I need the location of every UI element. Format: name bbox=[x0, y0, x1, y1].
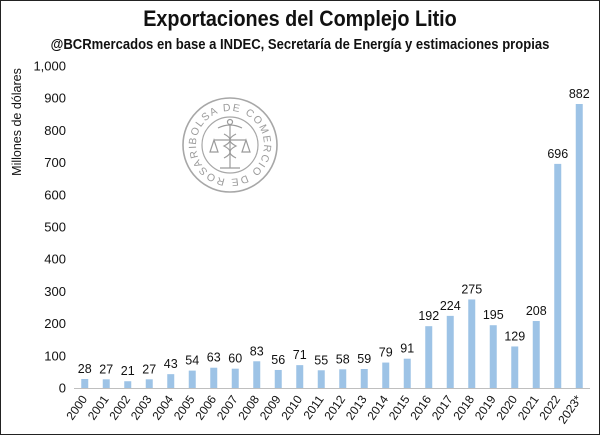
y-axis-ticks: 0 100 200 300 400 500 600 700 800 900 1,000 bbox=[33, 59, 66, 396]
bar bbox=[102, 379, 110, 388]
y-tick-label: 400 bbox=[44, 252, 66, 267]
x-tick-label: 2020 bbox=[493, 392, 520, 422]
value-label: 208 bbox=[526, 304, 547, 318]
bar bbox=[360, 369, 368, 388]
x-tick-label: 2021 bbox=[515, 392, 542, 422]
value-label: 882 bbox=[569, 87, 590, 101]
bar bbox=[124, 381, 132, 388]
value-labels: 28 27 21 27 43 54 63 60 83 56 71 55 58 59 79 91 19222427… bbox=[78, 87, 590, 378]
x-tick-label: 2013 bbox=[343, 392, 370, 422]
x-tick-label: 2012 bbox=[321, 392, 348, 422]
value-label: 224 bbox=[440, 299, 461, 313]
value-label: 28 bbox=[78, 362, 92, 376]
x-tick-label: 2009 bbox=[257, 392, 284, 422]
bar bbox=[81, 378, 89, 388]
x-tick-label: 2006 bbox=[192, 392, 219, 422]
value-label: 43 bbox=[164, 357, 178, 371]
bar bbox=[382, 362, 390, 388]
x-tick-label: 2001 bbox=[85, 392, 112, 422]
bars bbox=[81, 103, 583, 388]
y-tick-label: 500 bbox=[44, 220, 66, 235]
value-label: 275 bbox=[461, 282, 482, 296]
value-label: 60 bbox=[228, 352, 242, 366]
chart-title: Exportaciones del Complejo Litio bbox=[143, 6, 457, 31]
value-label: 83 bbox=[250, 344, 264, 358]
x-tick-label: 2017 bbox=[429, 392, 456, 422]
value-label: 129 bbox=[504, 329, 525, 343]
x-tick-label: 2016 bbox=[407, 392, 434, 422]
caduceus-scales-seal-icon bbox=[209, 118, 251, 169]
y-tick-label: 800 bbox=[44, 123, 66, 138]
x-tick-label: 2005 bbox=[171, 392, 198, 422]
y-tick-label: 600 bbox=[44, 187, 66, 202]
x-tick-label: 2023* bbox=[555, 392, 585, 426]
value-label: 55 bbox=[314, 353, 328, 367]
bar bbox=[145, 379, 153, 388]
bar bbox=[532, 321, 540, 388]
value-label: 56 bbox=[271, 353, 285, 367]
x-tick-label: 2010 bbox=[278, 392, 305, 422]
bar bbox=[253, 361, 261, 388]
x-tick-label: 2007 bbox=[214, 392, 241, 422]
value-label: 91 bbox=[400, 342, 414, 356]
bar bbox=[210, 367, 218, 388]
bar bbox=[339, 369, 347, 388]
chart-subtitle: @BCRmercados en base a INDEC, Secretaría… bbox=[50, 37, 550, 53]
x-tick-label: 2015 bbox=[386, 392, 413, 422]
x-tick-label: 2011 bbox=[300, 392, 326, 421]
bar bbox=[511, 346, 519, 388]
x-tick-label: 2014 bbox=[364, 392, 391, 422]
y-tick-label: 100 bbox=[44, 348, 66, 363]
bar bbox=[317, 370, 325, 388]
value-label: 54 bbox=[185, 354, 199, 368]
value-label: 27 bbox=[99, 362, 113, 376]
bar bbox=[446, 315, 454, 388]
value-label: 27 bbox=[142, 362, 156, 376]
bar bbox=[274, 369, 282, 388]
y-tick-label: 300 bbox=[44, 284, 66, 299]
value-label: 79 bbox=[379, 346, 393, 360]
value-label: 192 bbox=[418, 309, 439, 323]
bar bbox=[425, 326, 433, 388]
value-label: 63 bbox=[207, 351, 221, 365]
bar bbox=[188, 370, 196, 388]
bar bbox=[167, 374, 175, 388]
watermark-seal: BOLSA DE COMERCIO DE ROSARIO bbox=[0, 0, 278, 193]
y-tick-label: 900 bbox=[44, 91, 66, 106]
x-tick-label: 2000 bbox=[63, 392, 90, 422]
x-tick-label: 2002 bbox=[106, 392, 133, 422]
bar bbox=[296, 365, 304, 388]
y-tick-label: 0 bbox=[59, 381, 66, 396]
bar bbox=[468, 299, 476, 388]
x-axis-ticks: 2000200120022003200420052006200720082009… bbox=[63, 392, 584, 426]
x-tick-label: 2018 bbox=[450, 392, 477, 422]
bar bbox=[231, 368, 239, 388]
value-label: 58 bbox=[336, 352, 350, 366]
bar bbox=[403, 358, 411, 388]
x-tick-label: 2004 bbox=[149, 392, 176, 422]
y-tick-label: 1,000 bbox=[33, 59, 66, 74]
value-label: 59 bbox=[357, 352, 371, 366]
value-label: 696 bbox=[547, 147, 568, 161]
value-label: 71 bbox=[293, 348, 307, 362]
bar bbox=[575, 103, 583, 388]
y-tick-label: 200 bbox=[44, 316, 66, 331]
y-axis-label: Millones de dólares bbox=[10, 68, 24, 176]
watermark-seal-text: BOLSA DE COMERCIO DE ROSARIO bbox=[0, 0, 273, 188]
x-tick-label: 2008 bbox=[235, 392, 262, 422]
bar bbox=[554, 163, 562, 388]
y-tick-label: 700 bbox=[44, 155, 66, 170]
bar bbox=[489, 325, 497, 388]
value-label: 195 bbox=[483, 308, 504, 322]
value-label: 21 bbox=[121, 364, 135, 378]
x-tick-label: 2019 bbox=[472, 392, 499, 422]
x-tick-label: 2003 bbox=[128, 392, 155, 422]
